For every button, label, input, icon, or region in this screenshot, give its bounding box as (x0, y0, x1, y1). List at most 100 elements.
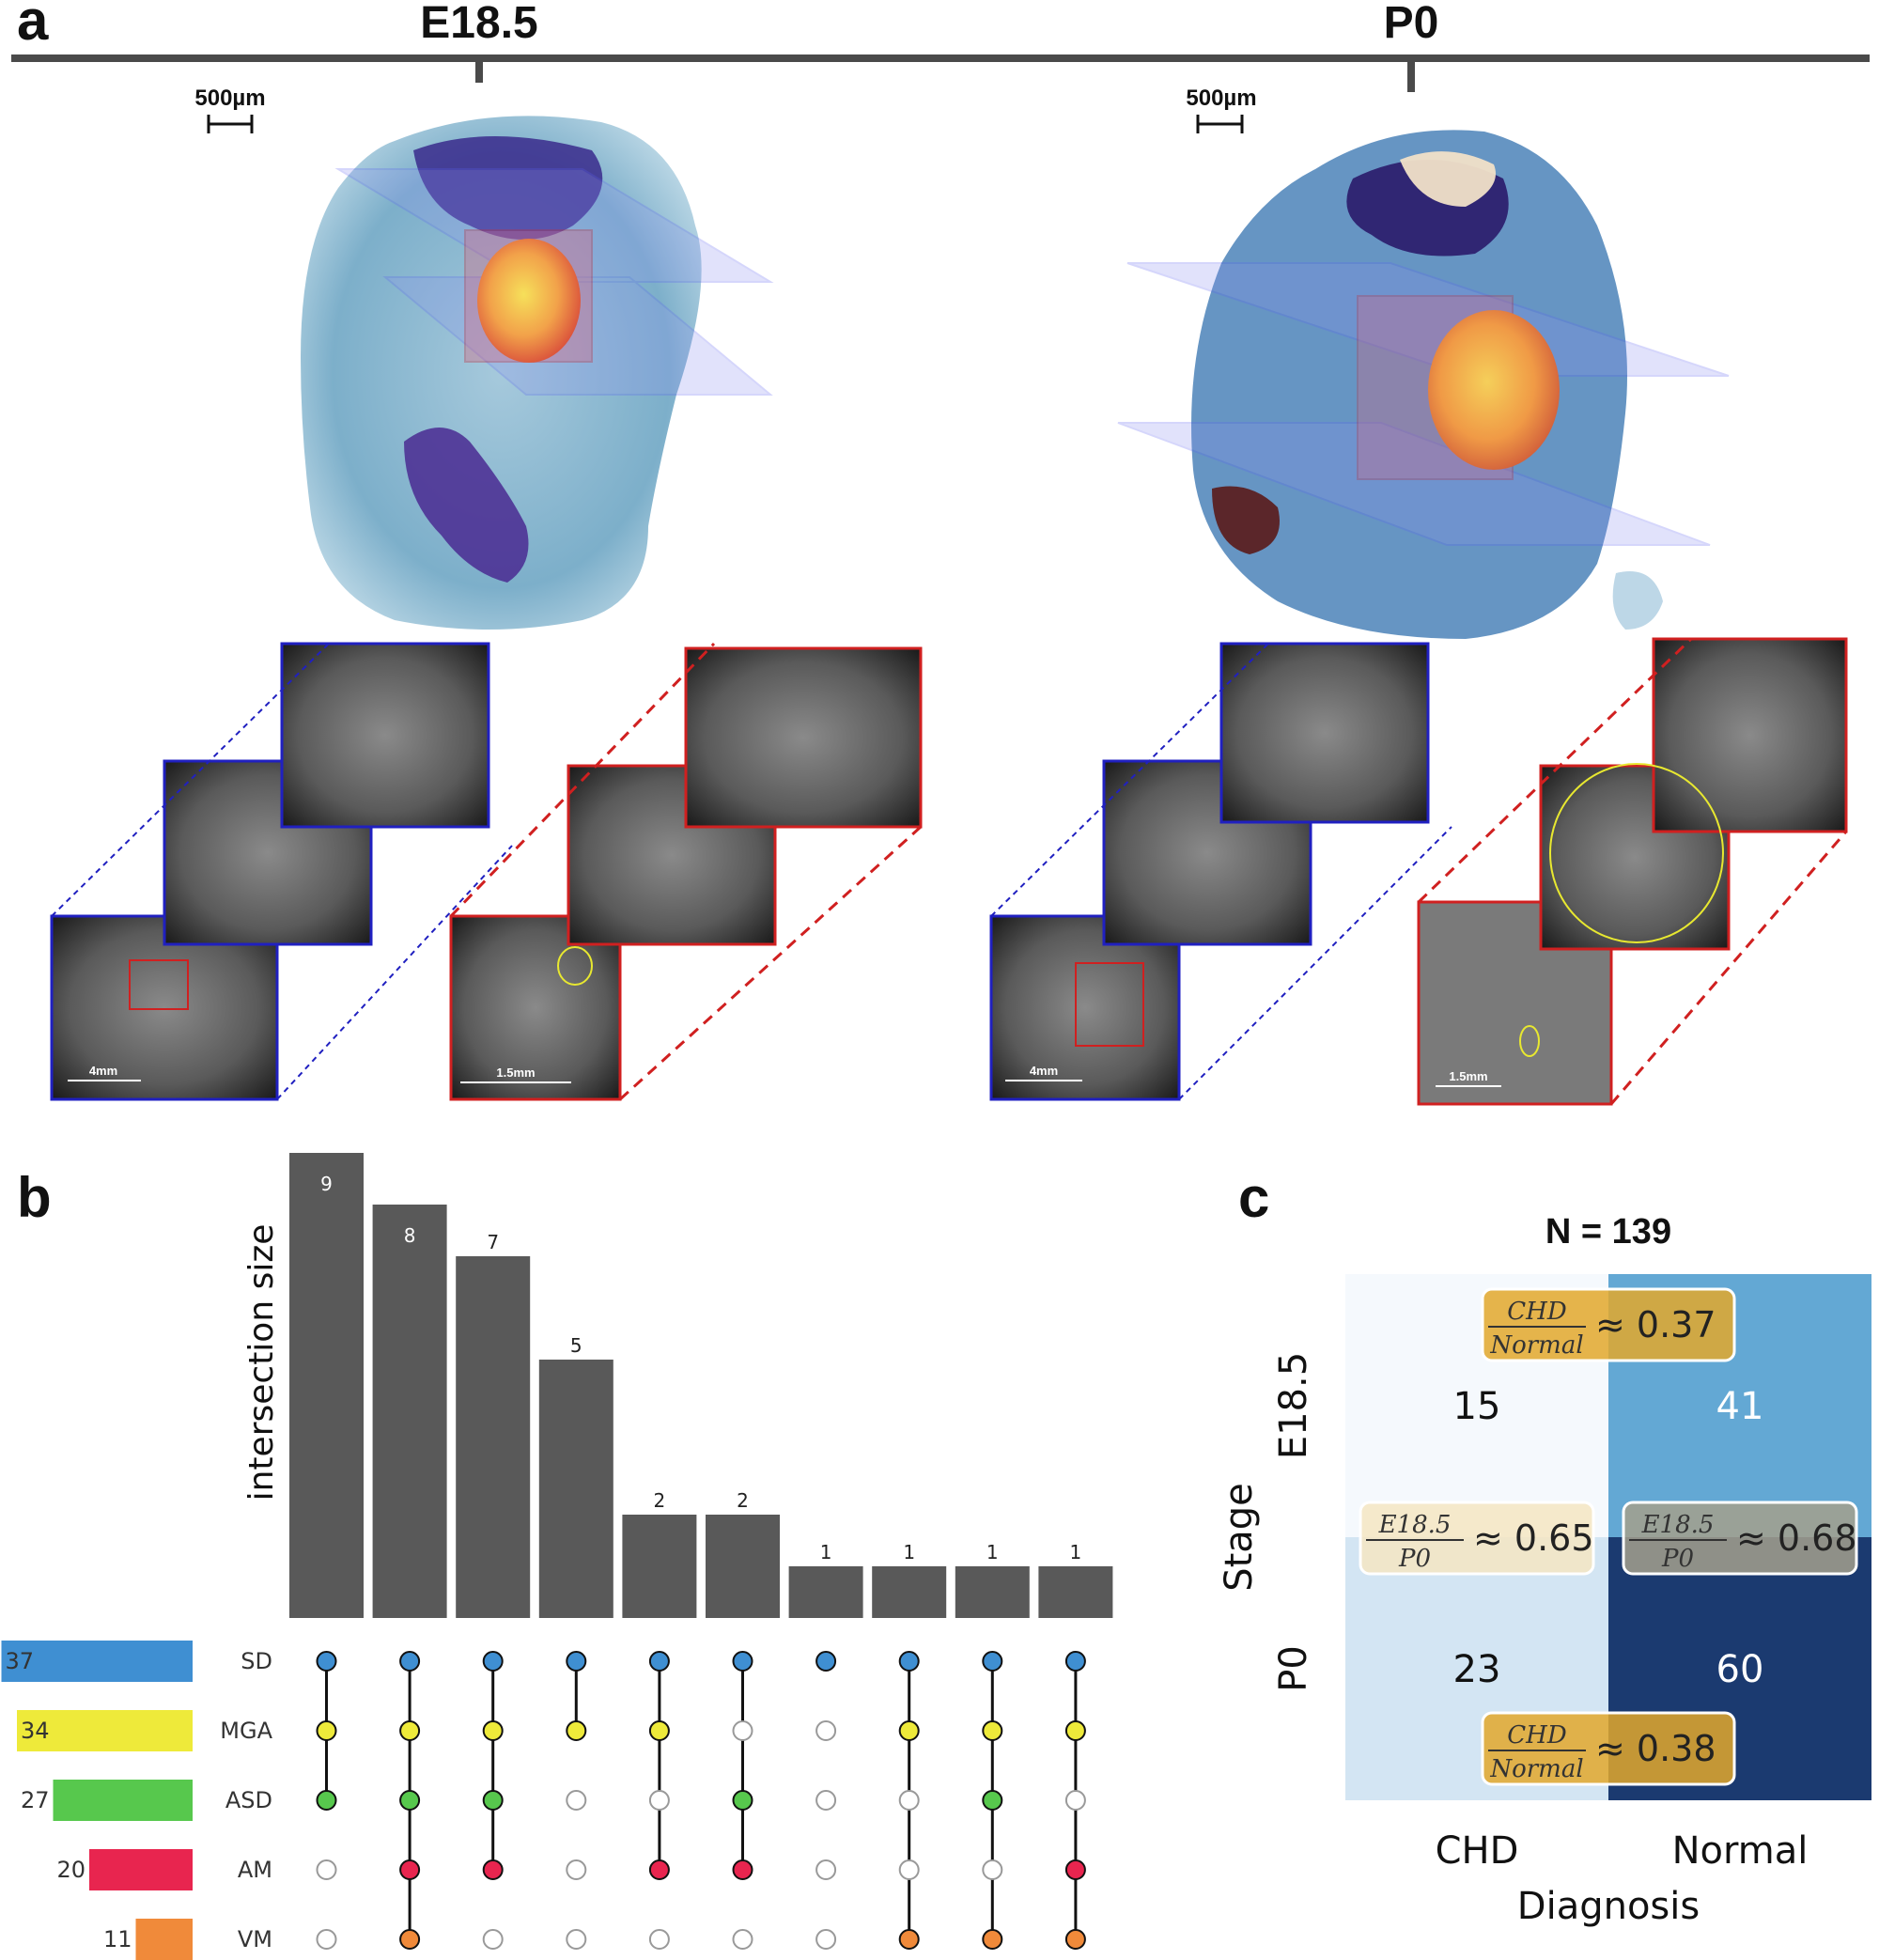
matrix-dot-filled (399, 1790, 421, 1811)
ratio-numerator: E18.5 (1378, 1511, 1452, 1539)
matrix-dot-filled (732, 1790, 753, 1811)
matrix-dot-filled (316, 1720, 337, 1741)
timeline-label-p0: P0 (1384, 0, 1439, 48)
matrix-dot-filled (1064, 1720, 1086, 1741)
matrix-dot-filled (982, 1720, 1003, 1741)
matrix-dot-empty (316, 1929, 337, 1950)
intersection-value-label: 1 (820, 1541, 832, 1563)
matrix-dot-filled (482, 1859, 504, 1880)
intersection-value-label: 1 (1070, 1541, 1082, 1563)
intersection-value-label: 7 (487, 1231, 499, 1253)
ratio-annotation: CHD Normal ≈ 0.37 (1481, 1287, 1736, 1362)
set-size-value: 37 (6, 1648, 35, 1674)
matrix-dot-empty (815, 1859, 837, 1880)
heatmap-xtick-chd: CHD (1436, 1829, 1519, 1873)
intersection-bar (456, 1256, 531, 1618)
timeline-label-e18: E18.5 (420, 0, 537, 48)
heatmap-title: N = 139 (1545, 1212, 1671, 1252)
intersection-bar (1038, 1566, 1113, 1618)
matrix-dot-filled (648, 1651, 670, 1672)
ratio-numerator: E18.5 (1641, 1511, 1715, 1539)
matrix-dot-filled (898, 1720, 920, 1741)
scale-bar-p0: 500µm (1186, 86, 1257, 133)
ratio-numerator: CHD (1507, 1298, 1567, 1326)
slice-stack-p0-heart: 1.5mm (1417, 637, 1848, 1106)
set-size-value: 11 (103, 1926, 132, 1952)
intersection-value-label: 1 (903, 1541, 915, 1563)
matrix-dot-filled (732, 1859, 753, 1880)
intersection-bar (289, 1153, 364, 1618)
heatmap-annotations: CHD Normal ≈ 0.37 CHD Normal ≈ 0.38 E18.5 P0 ≈ 0… (1359, 1287, 1858, 1786)
matrix-dot-empty (815, 1720, 837, 1741)
ratio-numerator: CHD (1507, 1721, 1567, 1750)
heart-e18 (477, 239, 581, 363)
matrix-dot-filled (399, 1859, 421, 1880)
matrix-dot-filled (482, 1720, 504, 1741)
heatmap-xlabel: Diagnosis (1517, 1885, 1700, 1928)
matrix-dot-filled (732, 1651, 753, 1672)
intersection-value-label: 1 (986, 1541, 999, 1563)
heatmap-ylabel: Stage (1218, 1483, 1261, 1592)
ratio-approx-value: ≈ 0.38 (1595, 1728, 1716, 1769)
matrix-dot-empty (898, 1859, 920, 1880)
intersection-bar (622, 1515, 697, 1618)
set-size-value: 27 (21, 1787, 50, 1813)
matrix-dot-empty (815, 1790, 837, 1811)
embryo-render-e18 (301, 116, 774, 630)
intersection-value-label: 2 (737, 1489, 749, 1512)
scale-bar-e18: 500µm (194, 86, 266, 133)
panel-a: a E18.5 P0 500µm 500µm (11, 0, 1870, 1106)
matrix-dot-filled (982, 1790, 1003, 1811)
intersection-value-label: 9 (320, 1173, 333, 1195)
matrix-dot-empty (1064, 1790, 1086, 1811)
scale-bar-e18-label: 500µm (194, 86, 265, 111)
ratio-annotation-box (1359, 1501, 1595, 1576)
heatmap-cell-value: 23 (1453, 1648, 1501, 1691)
intersection-bar (788, 1566, 863, 1618)
matrix-dot-empty (566, 1790, 587, 1811)
ratio-annotation: E18.5 P0 ≈ 0.65 (1359, 1501, 1595, 1576)
intersection-bar (538, 1360, 613, 1618)
slice-stack-e18-global: 4mm (50, 642, 513, 1101)
panel-a-letter: a (17, 0, 49, 52)
scale-bar-stack-e18: 4mm (89, 1064, 117, 1078)
intersection-value-label: 8 (404, 1224, 416, 1247)
matrix-dot-empty (732, 1929, 753, 1950)
scale-bar-stack-e18-heart: 1.5mm (496, 1066, 535, 1080)
matrix-dot-empty (732, 1720, 753, 1741)
set-size-bar (1, 1641, 193, 1682)
scale-bar-p0-label: 500µm (1186, 86, 1256, 111)
intersection-bar (872, 1566, 947, 1618)
ratio-denominator: Normal (1489, 1331, 1583, 1360)
panel-b-letter: b (17, 1166, 52, 1229)
set-size-bar (135, 1919, 193, 1960)
matrix-dot-filled (316, 1790, 337, 1811)
intersection-value-label: 2 (654, 1489, 666, 1512)
scale-bar-stack-p0-heart: 1.5mm (1449, 1069, 1487, 1083)
matrix-dot-filled (399, 1651, 421, 1672)
matrix-dot-filled (566, 1720, 587, 1741)
ratio-annotation: CHD Normal ≈ 0.38 (1481, 1711, 1736, 1786)
set-size-value: 20 (56, 1857, 85, 1883)
matrix-dot-filled (566, 1651, 587, 1672)
intersection-bar (706, 1515, 780, 1618)
matrix-dot-empty (316, 1859, 337, 1880)
matrix-dot-filled (482, 1651, 504, 1672)
slice-stack-p0-global: 4mm (989, 642, 1452, 1101)
slice-stack-e18-heart: 1.5mm (449, 642, 923, 1101)
ratio-annotation: E18.5 P0 ≈ 0.68 (1622, 1501, 1858, 1576)
intersection-value-label: 5 (570, 1334, 582, 1357)
matrix-dot-filled (399, 1720, 421, 1741)
upset-bars: 9 8 7 5 2 2 1 1 1 1 (289, 1153, 1113, 1618)
ratio-denominator: P0 (1661, 1545, 1694, 1573)
matrix-dot-empty (815, 1929, 837, 1950)
heart-p0 (1428, 310, 1560, 470)
scale-bar-stack-p0: 4mm (1030, 1064, 1058, 1078)
matrix-dot-empty (648, 1929, 670, 1950)
set-name-label: VM (238, 1926, 272, 1952)
matrix-dot-filled (648, 1859, 670, 1880)
matrix-dot-empty (566, 1929, 587, 1950)
matrix-dot-filled (648, 1720, 670, 1741)
